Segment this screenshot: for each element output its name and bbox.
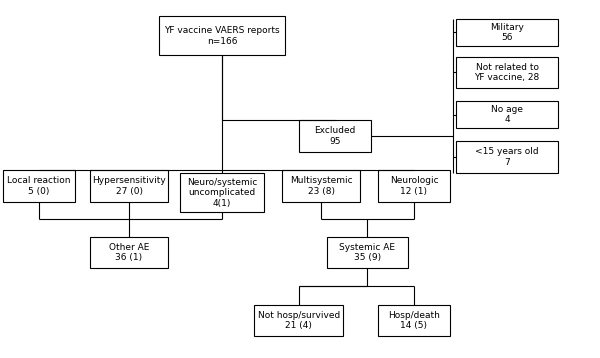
Text: Neuro/systemic
uncomplicated
4(1): Neuro/systemic uncomplicated 4(1) [187,178,257,208]
Text: Hypersensitivity
27 (0): Hypersensitivity 27 (0) [92,176,166,196]
FancyBboxPatch shape [254,305,343,336]
Text: Multisystemic
23 (8): Multisystemic 23 (8) [290,176,352,196]
FancyBboxPatch shape [90,170,168,202]
FancyBboxPatch shape [326,237,408,268]
FancyBboxPatch shape [378,305,450,336]
FancyBboxPatch shape [378,170,450,202]
FancyBboxPatch shape [282,170,360,202]
FancyBboxPatch shape [180,173,264,212]
FancyBboxPatch shape [456,19,558,45]
Text: Local reaction
5 (0): Local reaction 5 (0) [7,176,71,196]
FancyBboxPatch shape [159,16,285,55]
Text: No age
4: No age 4 [491,105,523,124]
Text: Excluded
95: Excluded 95 [314,126,355,146]
Text: Not related to
YF vaccine, 28: Not related to YF vaccine, 28 [475,63,539,82]
FancyBboxPatch shape [456,101,558,128]
FancyBboxPatch shape [299,120,371,152]
Text: <15 years old
7: <15 years old 7 [475,147,539,166]
Text: Not hosp/survived
21 (4): Not hosp/survived 21 (4) [257,311,340,330]
FancyBboxPatch shape [456,141,558,173]
Text: Systemic AE
35 (9): Systemic AE 35 (9) [339,243,395,262]
FancyBboxPatch shape [90,237,168,268]
Text: YF vaccine VAERS reports
n=166: YF vaccine VAERS reports n=166 [164,26,280,45]
Text: Hosp/death
14 (5): Hosp/death 14 (5) [388,311,440,330]
Text: Neurologic
12 (1): Neurologic 12 (1) [389,176,439,196]
Text: Military
56: Military 56 [490,23,524,42]
FancyBboxPatch shape [3,170,75,202]
FancyBboxPatch shape [456,57,558,88]
Text: Other AE
36 (1): Other AE 36 (1) [109,243,149,262]
